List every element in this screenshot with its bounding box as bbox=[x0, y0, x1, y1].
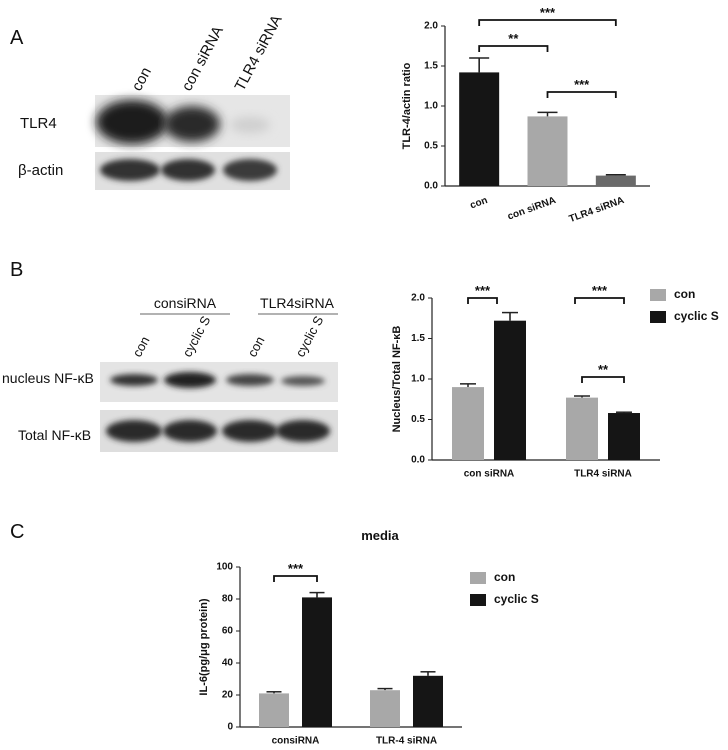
y-tick-label: 80 bbox=[222, 594, 234, 605]
significance-bracket bbox=[478, 45, 549, 52]
significance-bracket bbox=[467, 297, 498, 304]
row-label: Total NF-κB bbox=[18, 427, 91, 443]
significance-bracket bbox=[273, 575, 318, 582]
y-tick-label: 0.5 bbox=[424, 141, 438, 152]
band bbox=[110, 374, 158, 386]
panel-label: A bbox=[10, 27, 24, 49]
bar bbox=[527, 116, 568, 186]
y-tick-label: 0 bbox=[227, 722, 233, 733]
group-label: consiRNA bbox=[154, 295, 217, 311]
significance-label: *** bbox=[475, 283, 491, 298]
band bbox=[230, 117, 270, 133]
x-tick-label: TLR4 siRNA bbox=[568, 195, 626, 225]
x-tick-label: consiRNA bbox=[272, 736, 320, 747]
y-tick-label: 1.5 bbox=[424, 61, 438, 72]
chart-title: media bbox=[361, 528, 399, 543]
x-tick-label: TLR-4 siRNA bbox=[376, 736, 437, 747]
significance-bracket bbox=[478, 19, 617, 26]
row-label: TLR4 bbox=[20, 115, 57, 132]
panel-label: C bbox=[10, 521, 24, 543]
row-label: β-actin bbox=[18, 162, 63, 179]
lane-label: con bbox=[129, 65, 155, 94]
y-tick-label: 40 bbox=[222, 658, 234, 669]
band bbox=[281, 376, 325, 386]
band bbox=[223, 159, 277, 181]
bar bbox=[259, 693, 289, 727]
significance-bracket bbox=[546, 91, 617, 98]
significance-label: *** bbox=[288, 561, 304, 576]
y-tick-label: 0.0 bbox=[424, 181, 438, 192]
group-label: TLR4siRNA bbox=[260, 295, 335, 311]
band bbox=[226, 374, 274, 386]
y-tick-label: 0.5 bbox=[411, 414, 425, 425]
bar bbox=[370, 690, 400, 727]
y-tick-label: 1.0 bbox=[424, 101, 438, 112]
band bbox=[163, 420, 217, 442]
significance-label: *** bbox=[540, 5, 556, 20]
bar bbox=[459, 72, 500, 186]
significance-bracket bbox=[574, 297, 625, 304]
y-tick-label: 0.0 bbox=[411, 455, 425, 466]
lane-label: TLR4 siRNA bbox=[232, 12, 286, 94]
legend-swatch bbox=[470, 572, 486, 584]
y-tick-label: 2.0 bbox=[411, 293, 425, 304]
x-tick-label: TLR4 siRNA bbox=[574, 469, 632, 480]
band bbox=[106, 420, 162, 442]
legend-swatch bbox=[470, 594, 486, 606]
y-tick-label: 20 bbox=[222, 690, 234, 701]
significance-label: ** bbox=[598, 362, 609, 377]
legend-swatch bbox=[650, 289, 666, 301]
bar bbox=[413, 675, 443, 727]
band bbox=[222, 420, 278, 442]
y-tick-label: 1.0 bbox=[411, 374, 425, 385]
x-tick-label: con bbox=[469, 195, 489, 211]
lane-label: con bbox=[244, 334, 267, 360]
panel-label: B bbox=[10, 259, 23, 281]
bar bbox=[494, 320, 526, 460]
y-axis-label: IL-6(pg/μg protein) bbox=[198, 598, 210, 695]
legend-label: con bbox=[494, 570, 515, 584]
lane-label: cyclic S bbox=[292, 313, 326, 359]
legend-label: cyclic S bbox=[674, 309, 719, 323]
y-axis-label: TLR-4/actin ratio bbox=[401, 62, 413, 149]
lane-label: con siRNA bbox=[179, 23, 227, 94]
y-tick-label: 1.5 bbox=[411, 333, 425, 344]
y-tick-label: 100 bbox=[216, 562, 233, 573]
y-tick-label: 2.0 bbox=[424, 21, 438, 32]
bar bbox=[595, 175, 636, 186]
lane-label: cyclic S bbox=[179, 313, 213, 359]
band bbox=[100, 159, 160, 181]
bar bbox=[566, 397, 598, 460]
significance-label: *** bbox=[592, 283, 608, 298]
blot-a: con con siRNA TLR4 siRNA TLR4 β-actin bbox=[18, 12, 290, 190]
significance-label: *** bbox=[574, 77, 590, 92]
significance-label: ** bbox=[508, 31, 519, 46]
band bbox=[164, 372, 216, 388]
bar bbox=[452, 387, 484, 460]
band bbox=[96, 100, 168, 144]
band bbox=[164, 106, 220, 142]
x-tick-label: con siRNA bbox=[506, 195, 557, 223]
bar bbox=[608, 413, 640, 460]
bar bbox=[302, 597, 332, 727]
blot-b: consiRNA TLR4siRNA con cyclic S con cycl… bbox=[2, 295, 338, 452]
band bbox=[276, 420, 330, 442]
y-tick-label: 60 bbox=[222, 626, 234, 637]
lane-label: con bbox=[129, 334, 152, 360]
legend-swatch bbox=[650, 311, 666, 323]
row-label: nucleus NF-κB bbox=[2, 370, 94, 386]
legend-label: con bbox=[674, 287, 695, 301]
y-axis-label: Nucleus/Total NF-κB bbox=[391, 326, 403, 433]
legend-label: cyclic S bbox=[494, 592, 539, 606]
x-tick-label: con siRNA bbox=[464, 469, 515, 480]
band bbox=[161, 159, 215, 181]
significance-bracket bbox=[581, 376, 625, 383]
